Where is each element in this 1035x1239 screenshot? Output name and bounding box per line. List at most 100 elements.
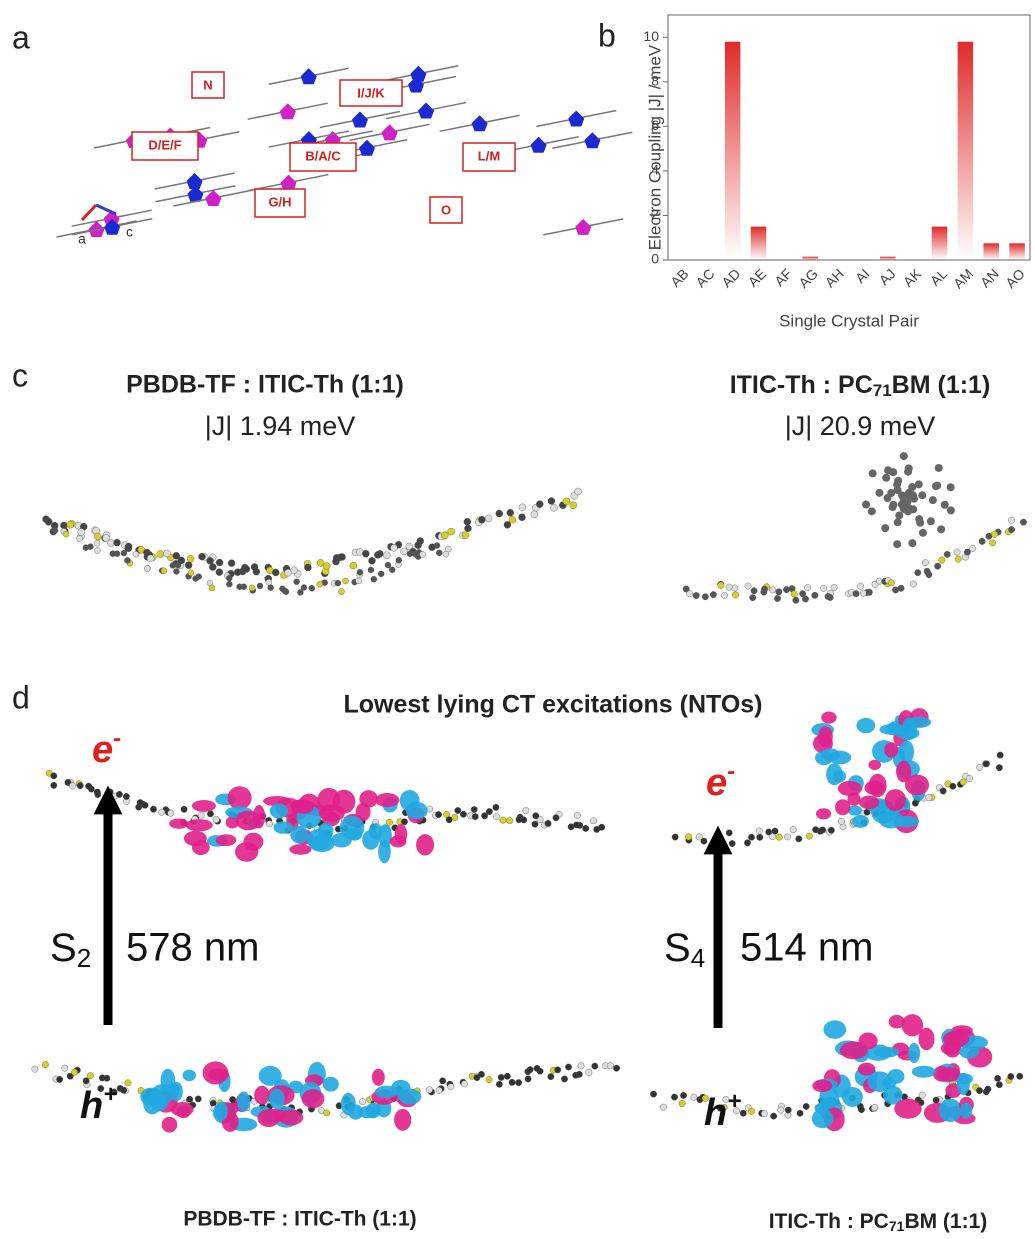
ring xyxy=(280,174,297,191)
atom xyxy=(995,1081,1003,1089)
bar xyxy=(750,226,767,260)
atom xyxy=(163,549,171,558)
atom xyxy=(522,807,530,814)
atom xyxy=(1020,518,1027,526)
atom xyxy=(85,782,93,790)
x-tick-label: AL xyxy=(927,265,951,289)
atom xyxy=(473,1074,481,1082)
pair-label: B/A/C xyxy=(305,148,341,163)
atom xyxy=(447,527,455,536)
orbital-lobe xyxy=(894,1098,922,1119)
atom xyxy=(103,1074,111,1082)
atom xyxy=(606,1062,614,1070)
atom xyxy=(454,807,462,814)
ring xyxy=(186,172,203,189)
plot-frame xyxy=(667,14,1031,261)
atom xyxy=(755,827,763,835)
ring xyxy=(381,124,398,141)
atom xyxy=(433,542,441,549)
orbital-lobe xyxy=(161,1116,178,1133)
y-tick-label: 6 xyxy=(651,117,659,133)
atom xyxy=(894,476,903,485)
orbital-lobe xyxy=(389,835,407,848)
atom xyxy=(959,778,967,786)
orbital-lobe xyxy=(254,1085,270,1105)
atom xyxy=(297,589,304,596)
orbital-lobe xyxy=(893,815,920,828)
atom xyxy=(792,596,800,604)
atom xyxy=(485,1076,493,1084)
atom xyxy=(447,1083,455,1091)
atom xyxy=(852,590,860,598)
atom xyxy=(158,808,166,816)
atom xyxy=(518,513,526,521)
system-title: ITIC-Th : PC71BM (1:1) xyxy=(730,371,991,401)
atom xyxy=(547,497,556,505)
atom xyxy=(93,532,102,541)
atom xyxy=(334,579,342,587)
atom xyxy=(120,1086,128,1094)
atom xyxy=(897,584,905,592)
atom xyxy=(66,521,74,529)
orbital-lobe xyxy=(901,1014,924,1037)
atom xyxy=(282,588,290,595)
atom xyxy=(300,584,308,591)
atom xyxy=(789,826,797,833)
section-title: Lowest lying CT excitations (NTOs) xyxy=(343,691,762,719)
atom xyxy=(895,511,904,520)
orbital-lobe xyxy=(908,1042,921,1064)
atom xyxy=(197,811,205,819)
atom xyxy=(985,532,993,540)
orbital-lobe xyxy=(858,795,880,810)
atom xyxy=(908,539,917,548)
atom xyxy=(536,500,544,508)
orbital-lobe xyxy=(215,834,237,847)
atom xyxy=(206,557,214,565)
orbital-lobe xyxy=(416,834,435,856)
x-tick-label: AK xyxy=(900,265,925,290)
orbital-lobe xyxy=(375,793,400,808)
atom xyxy=(871,1103,879,1111)
orbital-lobe xyxy=(257,1109,280,1128)
orbital-lobe xyxy=(812,1079,833,1093)
ring xyxy=(359,139,376,156)
atom xyxy=(338,553,346,561)
atom xyxy=(208,584,216,592)
atom xyxy=(862,500,871,509)
atom xyxy=(173,568,180,575)
atom xyxy=(946,483,955,492)
orbital-lobe xyxy=(818,726,833,748)
atom xyxy=(464,524,472,533)
atom xyxy=(744,582,752,590)
atom xyxy=(31,1065,39,1073)
ring xyxy=(530,136,547,153)
atom xyxy=(93,788,101,796)
atom xyxy=(102,534,110,542)
atom xyxy=(838,817,845,825)
atom xyxy=(167,809,175,817)
atom xyxy=(721,591,728,599)
atom xyxy=(87,543,94,550)
atom xyxy=(508,516,517,524)
orbital-lobe xyxy=(252,804,266,829)
axis-label: a xyxy=(78,231,86,247)
atom xyxy=(995,764,1003,772)
atom xyxy=(717,581,725,589)
atom xyxy=(982,760,990,768)
electron-label: e- xyxy=(706,758,735,804)
atom xyxy=(141,801,149,809)
atom xyxy=(915,515,924,524)
atom xyxy=(882,473,891,482)
x-axis-label: Single Crystal Pair xyxy=(779,311,919,330)
atom xyxy=(290,566,298,574)
atom xyxy=(905,488,914,497)
atom xyxy=(367,566,375,574)
atom xyxy=(503,1072,511,1080)
atom xyxy=(110,1088,118,1096)
atom xyxy=(132,551,140,558)
atom xyxy=(732,591,739,599)
atom xyxy=(186,555,195,563)
atom xyxy=(918,1091,926,1099)
orbital-lobe xyxy=(956,1072,970,1096)
